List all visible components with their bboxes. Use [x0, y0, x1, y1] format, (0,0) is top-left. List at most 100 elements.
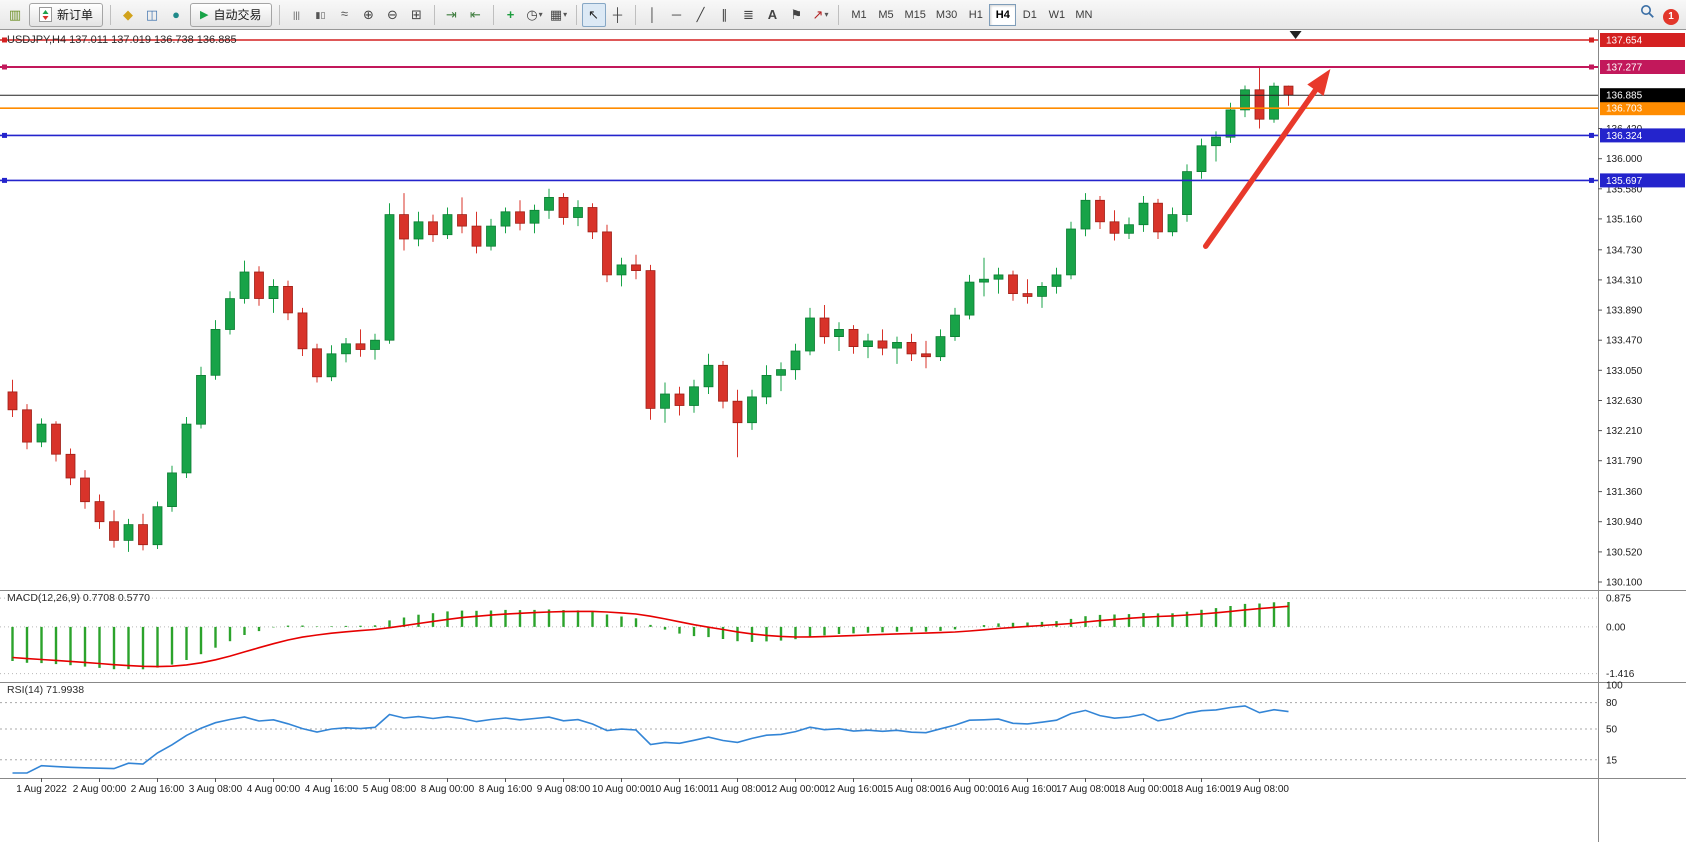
candle-body	[718, 364, 728, 402]
timeframe-m1[interactable]: M1	[846, 4, 873, 26]
candle-body	[36, 423, 47, 443]
chart-window[interactable]: 136.420136.000135.580135.160134.730134.3…	[0, 30, 1686, 842]
price-level-badge-label: 136.324	[1606, 131, 1643, 142]
candle-body	[254, 271, 264, 299]
line-handle[interactable]	[2, 132, 7, 138]
search-icon[interactable]	[1635, 0, 1659, 24]
rsi-scale-label: 80	[1606, 698, 1618, 709]
trend-arrow-annotation[interactable]	[1202, 87, 1319, 249]
profiles-icon-glyph: ◆	[123, 7, 134, 22]
candle-body	[921, 353, 931, 358]
tile-windows-icon[interactable]: ⊞	[405, 3, 429, 27]
account-icon[interactable]: 1	[1659, 5, 1683, 29]
chart-line-icon[interactable]: ≈	[333, 2, 357, 26]
zoom-out-icon[interactable]: ⊖	[381, 3, 405, 27]
timeframe-h1[interactable]: H1	[962, 4, 989, 26]
new-chart-icon-glyph: ▥	[8, 7, 22, 22]
timeframe-d1[interactable]: D1	[1016, 4, 1043, 26]
candle-body	[1051, 274, 1062, 287]
line-handle[interactable]	[1589, 132, 1594, 138]
crosshair-icon[interactable]: ┼	[606, 3, 630, 27]
candle-body	[1095, 199, 1105, 223]
horizontal-line-icon[interactable]: ─	[665, 3, 689, 27]
chart-candles-icon[interactable]: ▮▯	[309, 4, 333, 28]
line-handle[interactable]	[1589, 64, 1594, 70]
line-handle[interactable]	[1589, 37, 1594, 43]
periods-icon[interactable]: ◷ ▾	[523, 3, 547, 27]
candle-body	[1182, 171, 1192, 216]
new-order-icon	[39, 7, 52, 22]
time-axis-label: 2 Aug 00:00	[73, 784, 127, 795]
line-handle[interactable]	[1589, 177, 1594, 183]
price-tick-label: 130.940	[1606, 517, 1643, 528]
timeframe-mn[interactable]: MN	[1070, 4, 1097, 26]
timeframe-m5[interactable]: M5	[873, 4, 900, 26]
candle-body	[7, 391, 18, 411]
price-tick-label: 133.890	[1606, 306, 1643, 317]
autotrade-button[interactable]: ▶ 自动交易	[190, 2, 272, 27]
timeframe-w1[interactable]: W1	[1043, 4, 1070, 26]
candle-body	[500, 211, 511, 227]
candle-body	[94, 501, 105, 523]
candle-body	[1124, 224, 1134, 234]
price-tick-label: 135.160	[1606, 214, 1643, 225]
chart-shift-icon[interactable]: ⇤	[464, 3, 488, 27]
arrows-icon[interactable]: ↗ ▾	[809, 3, 833, 27]
text-icon-glyph: A	[767, 7, 778, 22]
rsi-scale-label: 50	[1606, 725, 1618, 736]
text-icon[interactable]: A	[761, 3, 785, 27]
market-watch-icon[interactable]: ◫	[140, 3, 164, 27]
candle-body	[602, 231, 612, 276]
channel-icon[interactable]: ∥	[713, 3, 737, 27]
line-handle[interactable]	[2, 37, 7, 43]
dropdown-caret-icon: ▾	[824, 9, 829, 19]
candle-body	[776, 369, 786, 376]
zoom-in-icon[interactable]: ⊕	[357, 3, 381, 27]
candle-body	[167, 472, 177, 507]
timeframe-m30[interactable]: M30	[931, 4, 962, 26]
zoom-in-icon-glyph: ⊕	[363, 7, 374, 22]
timeframe-h4[interactable]: H4	[989, 3, 1017, 26]
new-order-button[interactable]: 新订单	[29, 2, 104, 27]
price-tick-label: 133.050	[1606, 366, 1643, 377]
chart-line-icon-glyph: ≈	[340, 6, 349, 21]
candle-body	[370, 339, 380, 350]
templates-icon[interactable]: ▦ ▾	[547, 3, 571, 27]
candle-body	[1283, 85, 1294, 96]
chart-ohlc-values: 137.011 137.019 136.738 136.885	[69, 34, 237, 46]
trendline-icon[interactable]: ╱	[689, 3, 713, 27]
line-handle[interactable]	[2, 64, 7, 70]
chart-shift-marker-icon[interactable]	[1289, 31, 1302, 39]
navigator-icon-glyph: ●	[172, 7, 180, 22]
new-chart-icon[interactable]: ▥	[3, 3, 27, 27]
candle-body	[1254, 89, 1265, 120]
indicators-icon[interactable]: +	[499, 3, 523, 27]
fibonacci-icon[interactable]: ≣	[737, 3, 761, 27]
label-icon[interactable]: ⚑	[785, 3, 809, 27]
line-handle[interactable]	[2, 177, 7, 183]
macd-scale-label: -1.416	[1606, 669, 1635, 680]
chart-bars-icon[interactable]: |||	[285, 4, 309, 28]
cursor-icon-glyph: ↖	[588, 7, 599, 22]
price-chart-canvas[interactable]: 136.420136.000135.580135.160134.730134.3…	[0, 30, 1686, 842]
templates-icon-glyph: ▦	[549, 7, 563, 22]
candle-body	[312, 348, 322, 378]
candle-body	[529, 209, 540, 224]
cursor-icon[interactable]: ↖	[581, 2, 606, 27]
candle-body	[1225, 109, 1236, 138]
candle-body	[326, 353, 337, 378]
navigator-icon[interactable]: ●	[164, 3, 188, 27]
profiles-icon[interactable]: ◆	[116, 3, 140, 27]
price-tick-label: 130.520	[1606, 547, 1643, 558]
trend-arrow-head[interactable]	[1307, 69, 1331, 96]
toolbar-separator	[634, 4, 636, 25]
macd-label-overlay: MACD(12,26,9) 0.7708 0.5770	[7, 592, 150, 604]
price-tick-label: 131.360	[1606, 487, 1643, 498]
auto-scroll-icon[interactable]: ⇥	[440, 3, 464, 27]
candle-body	[80, 477, 90, 503]
vertical-line-icon[interactable]: │	[641, 3, 665, 27]
timeframe-m15[interactable]: M15	[900, 4, 931, 26]
time-axis-label: 1 Aug 2022	[16, 784, 67, 795]
candle-body	[993, 274, 1004, 280]
channel-icon-glyph: ∥	[721, 7, 728, 22]
